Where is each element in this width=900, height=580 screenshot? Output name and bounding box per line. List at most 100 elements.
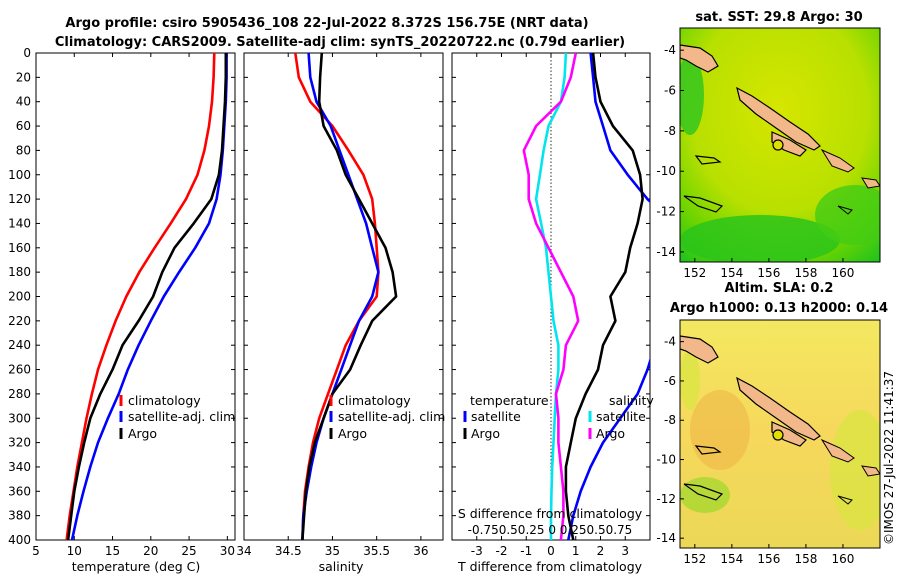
depth-tick-label: 100: [8, 168, 31, 182]
depth-tick-label: 200: [8, 290, 31, 304]
sla-patch: [680, 477, 730, 513]
difference-lines: [522, 53, 650, 540]
island-outline: [694, 155, 722, 165]
lat-tick-label: -10: [656, 453, 676, 467]
lon-tick-label: 158: [794, 552, 817, 566]
temperature-legend: climatology satellite-adj. clim Argo: [119, 393, 235, 441]
salinity-xlabel: salinity: [319, 559, 364, 574]
lat-tick-label: -6: [664, 374, 676, 388]
difference-y-ticks: [452, 52, 650, 541]
sst-cool-patch: [815, 185, 880, 245]
lat-tick-label: -14: [656, 245, 676, 259]
lon-tick-label: 152: [683, 266, 706, 280]
island-makira: [861, 465, 880, 477]
x-tick-label: 1: [572, 544, 580, 558]
lat-tick-label: -8: [664, 124, 676, 138]
temperature-xlabel: temperature (deg C): [72, 559, 201, 574]
salinity-y-ticks: [244, 52, 443, 541]
depth-tick-label: 400: [8, 533, 31, 547]
depth-tick-label: 240: [8, 338, 31, 352]
island-outline: [837, 495, 853, 505]
depth-tick-label: 280: [8, 387, 31, 401]
lat-tick-label: -12: [656, 205, 676, 219]
difference-legend-temperature: temperature satellite Argo: [463, 393, 549, 441]
x-tick-label: 5: [32, 544, 40, 558]
salinity-axes-box: [243, 52, 444, 541]
salinity-legend: climatology satellite-adj. clim Argo: [329, 393, 445, 441]
series-line-s-argo: [522, 53, 580, 540]
sst-map-ticks: 152 154 156 158 160 -4 -6 -8 -10 -12 -14: [656, 43, 854, 280]
depth-tick-label: 40: [16, 95, 31, 109]
temperature-x-ticks: 5 10 15 20 25 30: [32, 53, 235, 558]
depth-tick-label: 0: [23, 46, 31, 60]
imos-watermark: ©IMOS 27-Jul-2022 11:41:37: [882, 371, 896, 545]
lat-tick-label: -10: [656, 164, 676, 178]
x-tick-label: 30: [220, 544, 235, 558]
island-outline: [683, 195, 724, 213]
legend-heading-salinity: salinity: [609, 393, 654, 408]
island-santa-isabel: [736, 86, 821, 151]
depth-tick-label: 20: [16, 70, 31, 84]
legend-label-satellite: satellite-adj. clim: [128, 409, 235, 424]
legend-label-s-argo: Argo: [596, 426, 625, 441]
difference-x2-ticks: -0.750.50.25 0 0.250.50.75: [468, 523, 633, 537]
legend-label-argo: Argo: [338, 426, 367, 441]
sla-patch: [690, 390, 750, 470]
island-guadalcanal: [771, 131, 807, 157]
x-tick-label: -3: [471, 544, 483, 558]
island-outline: [694, 445, 722, 455]
x-tick-label: 15: [105, 544, 120, 558]
depth-ticks: 0 20 40 60 80 100 120 140 160 180 200 220 240 260 280 3…: [8, 46, 235, 547]
sla-patch: [680, 350, 700, 410]
depth-tick-label: 380: [8, 509, 31, 523]
temperature-panel: 0 20 40 60 80 100 120 140 160 180 200 220 240 260 280 3…: [8, 46, 236, 574]
lon-tick-label: 154: [720, 266, 743, 280]
legend-label-t-argo: Argo: [471, 426, 500, 441]
legend-label-argo: Argo: [128, 426, 157, 441]
series-line-argo: [301, 53, 398, 540]
sla-patch: [830, 410, 880, 530]
sst-map-title: sat. SST: 29.8 Argo: 30: [695, 10, 862, 25]
x-tick-label: 10: [67, 544, 82, 558]
x-tick-label: 0: [547, 544, 555, 558]
depth-tick-label: 300: [8, 411, 31, 425]
lon-tick-label: 154: [720, 552, 743, 566]
sla-map-title-line1: Altim. SLA: 0.2: [725, 281, 834, 296]
lat-tick-label: -8: [664, 413, 676, 427]
x-tick-label: 35.5: [363, 544, 390, 558]
depth-tick-label: 340: [8, 460, 31, 474]
lat-tick-label: -4: [664, 335, 676, 349]
series-line-t-argo: [564, 53, 644, 540]
island-bougainville: [680, 44, 719, 73]
series-line-t-satellite: [567, 53, 650, 540]
depth-tick-label: 80: [16, 143, 31, 157]
island-outline: [837, 205, 853, 215]
legend-label-t-satellite: satellite: [471, 409, 521, 424]
salinity-panel: 34 34.5 35 35.5 36 salinity climatology sate…: [236, 52, 445, 574]
salinity-lines: [294, 53, 398, 540]
lat-tick-label: -12: [656, 492, 676, 506]
series-line-argo: [66, 53, 228, 540]
island-makira: [861, 177, 880, 189]
island-malaita: [820, 438, 855, 463]
series-line-s-satellite: [534, 53, 568, 540]
legend-label-climatology: climatology: [128, 393, 201, 408]
sla-map-panel: Altim. SLA: 0.2 Argo h1000: 0.13 h2000: …: [656, 281, 888, 566]
lon-tick-label: 158: [794, 266, 817, 280]
lat-tick-label: -14: [656, 531, 676, 545]
depth-tick-label: 120: [8, 192, 31, 206]
island-outline: [683, 483, 724, 501]
island-bougainville: [680, 335, 719, 364]
sst-map-panel: sat. SST: 29.8 Argo: 30 152 154 156 158 160 -…: [656, 10, 881, 280]
x-tick-label: 34: [236, 544, 251, 558]
figure-title-line1: Argo profile: csiro 5905436_108 22-Jul-2…: [65, 16, 588, 31]
sst-map-frame: [679, 27, 881, 263]
x-tick-label: 3: [621, 544, 629, 558]
depth-tick-label: 180: [8, 265, 31, 279]
difference-legend-salinity: salinity satellite Argo: [588, 393, 654, 441]
argo-position-marker: [772, 139, 784, 151]
x-tick-label: -1: [520, 544, 532, 558]
x-tick-label: -2: [496, 544, 508, 558]
depth-tick-label: 260: [8, 363, 31, 377]
